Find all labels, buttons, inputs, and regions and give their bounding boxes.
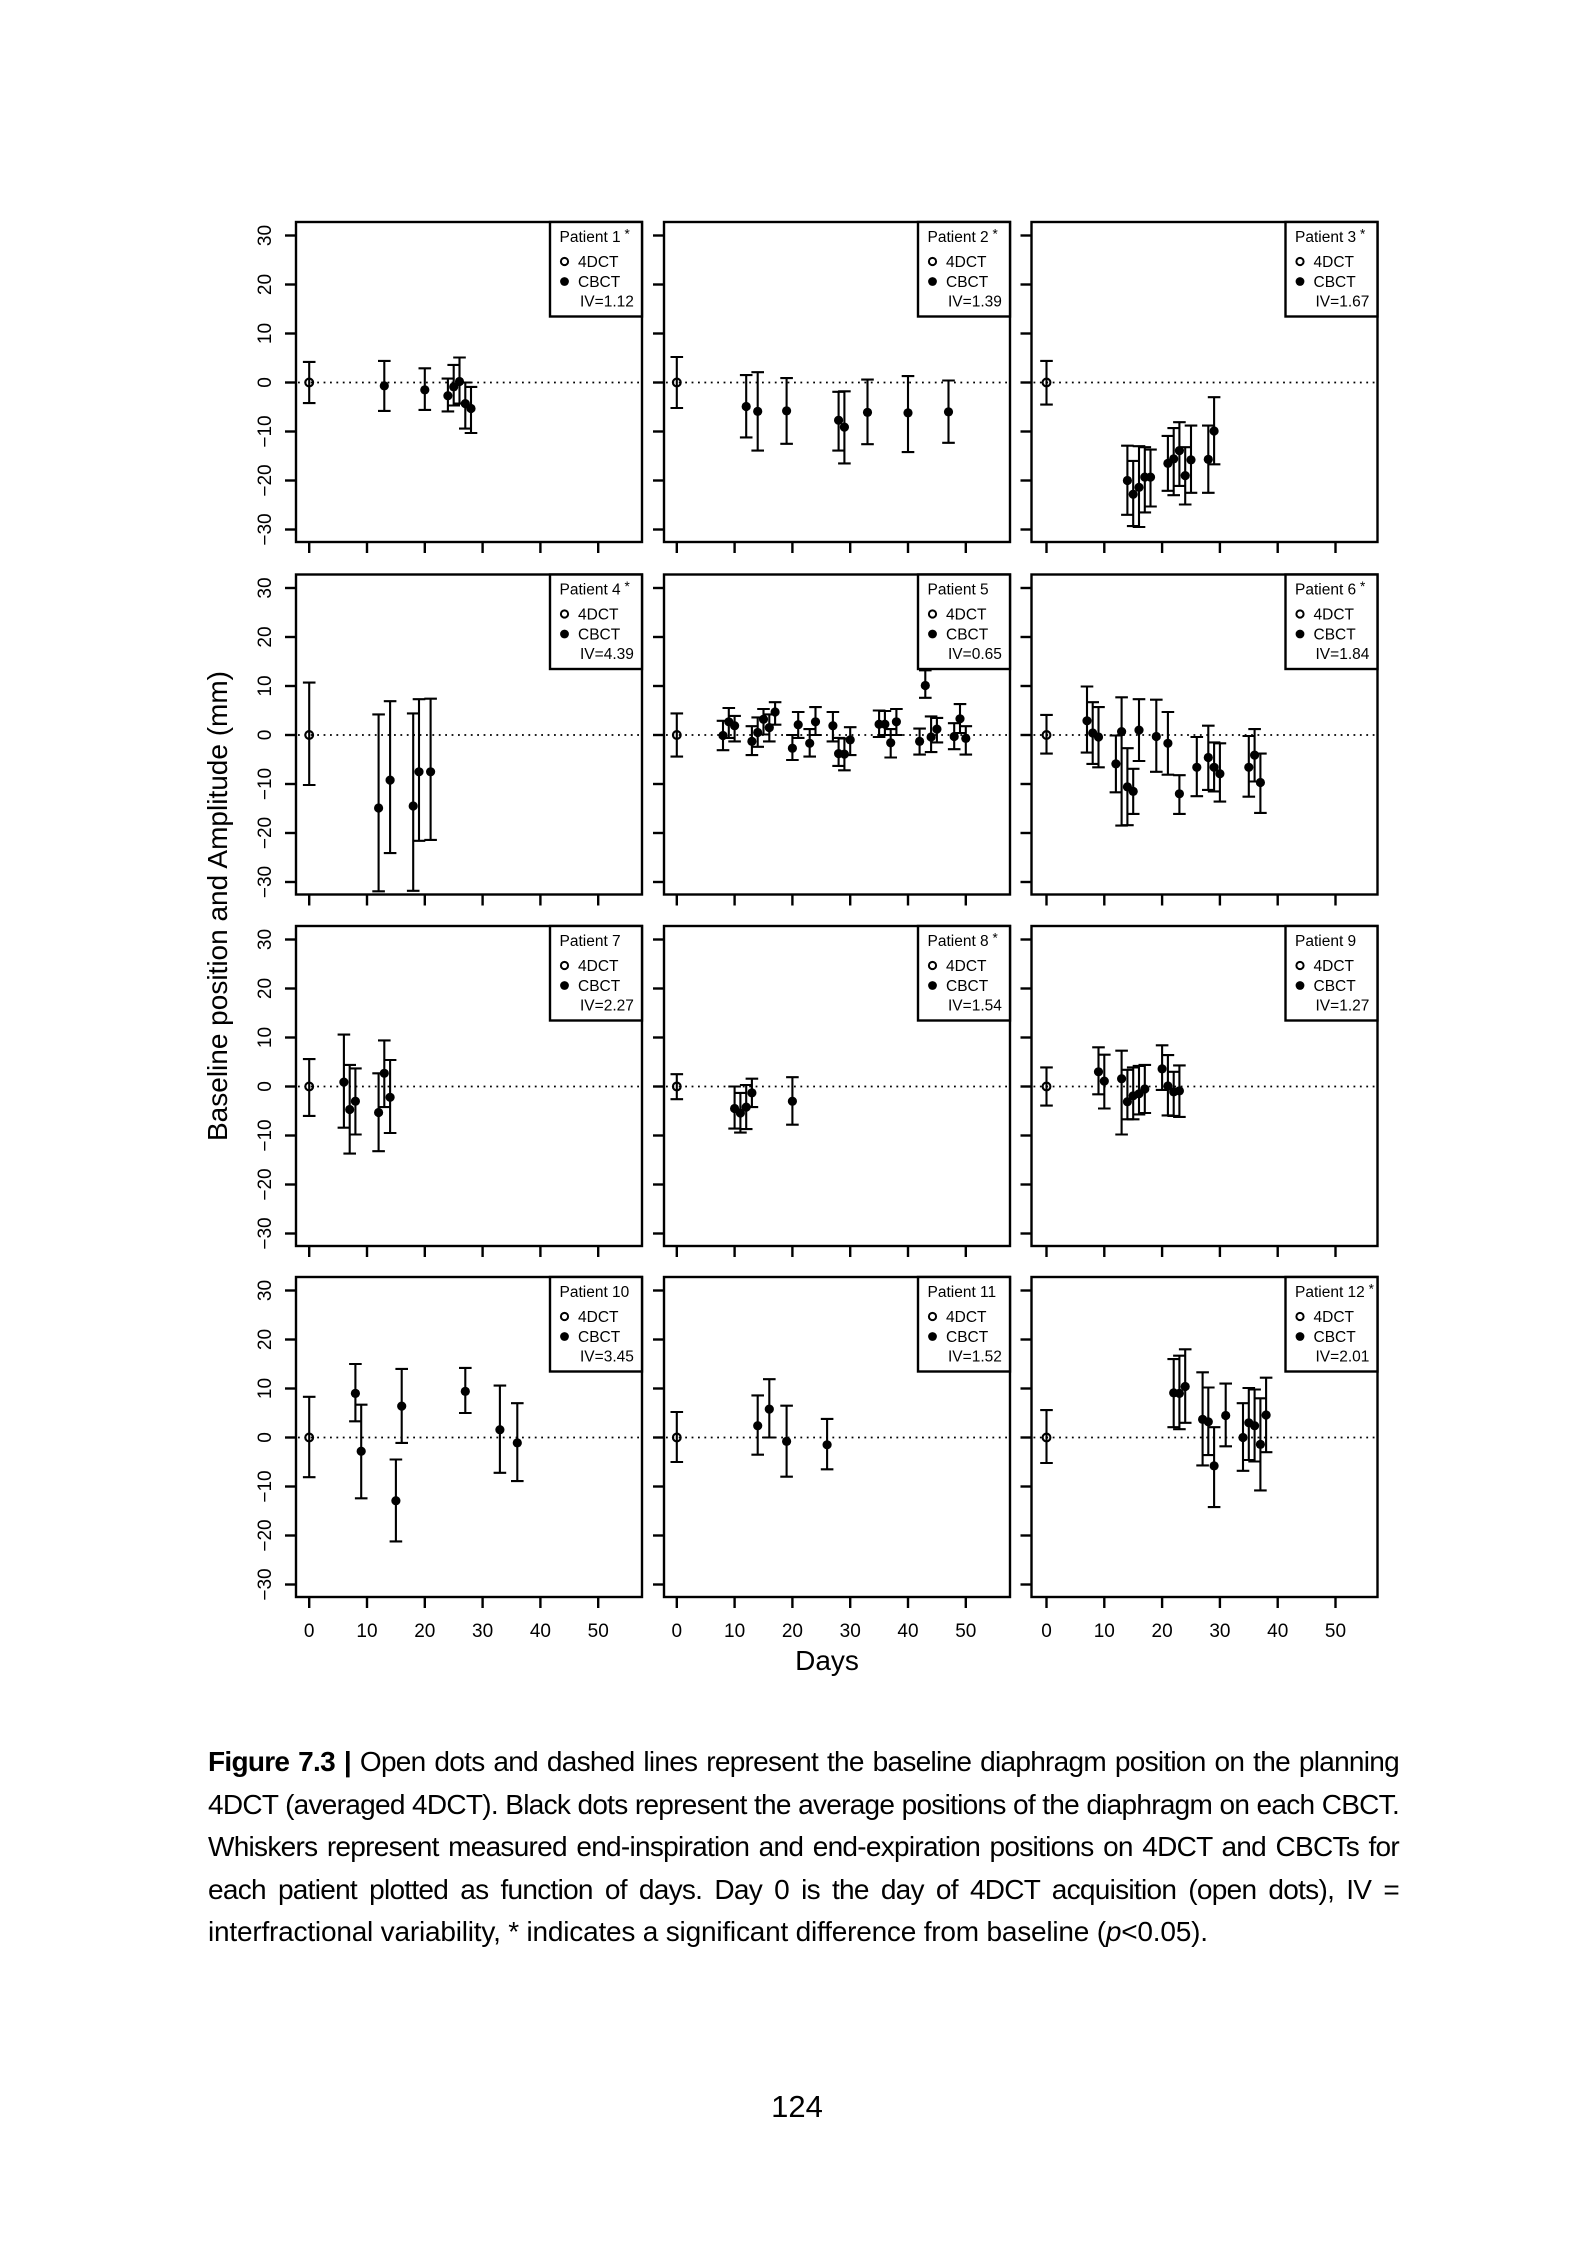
svg-text:0: 0 [304, 1621, 315, 1642]
svg-text:CBCT: CBCT [578, 1329, 621, 1346]
svg-text:CBCT: CBCT [946, 1329, 989, 1346]
svg-text:Patient 5: Patient 5 [928, 582, 989, 599]
svg-text:10: 10 [255, 675, 276, 696]
svg-text:Patient 6 *: Patient 6 * [1295, 579, 1366, 599]
svg-text:30: 30 [255, 929, 276, 950]
svg-text:10: 10 [255, 1027, 276, 1048]
svg-text:0: 0 [672, 1621, 683, 1642]
svg-text:Patient 4 *: Patient 4 * [560, 579, 631, 599]
svg-text:4DCT: 4DCT [578, 254, 619, 271]
svg-text:IV=1.12: IV=1.12 [580, 294, 634, 311]
svg-text:4DCT: 4DCT [1314, 607, 1355, 624]
svg-text:30: 30 [1209, 1621, 1230, 1642]
svg-text:0: 0 [255, 377, 276, 388]
svg-text:50: 50 [1325, 1621, 1346, 1642]
svg-text:10: 10 [724, 1621, 745, 1642]
svg-text:Patient 8 *: Patient 8 * [928, 931, 999, 951]
svg-text:−20: −20 [255, 1168, 276, 1200]
svg-text:−10: −10 [255, 415, 276, 447]
svg-text:10: 10 [255, 1378, 276, 1399]
svg-text:−20: −20 [255, 1519, 276, 1551]
svg-text:40: 40 [530, 1621, 551, 1642]
svg-text:−30: −30 [255, 1568, 276, 1600]
svg-text:Baseline position and Amplitud: Baseline position and Amplitude (mm) [202, 671, 233, 1141]
svg-text:IV=1.27: IV=1.27 [1316, 998, 1370, 1015]
svg-text:−30: −30 [255, 513, 276, 545]
svg-text:20: 20 [782, 1621, 803, 1642]
svg-text:40: 40 [1267, 1621, 1288, 1642]
svg-text:IV=1.67: IV=1.67 [1316, 294, 1370, 311]
svg-text:−20: −20 [255, 464, 276, 496]
svg-text:4DCT: 4DCT [578, 1309, 619, 1326]
svg-text:0: 0 [255, 1432, 276, 1443]
svg-text:20: 20 [255, 1329, 276, 1350]
svg-text:−30: −30 [255, 866, 276, 898]
svg-text:CBCT: CBCT [946, 274, 989, 291]
svg-text:4DCT: 4DCT [1314, 1309, 1355, 1326]
svg-text:Patient 9: Patient 9 [1295, 933, 1356, 950]
svg-text:4DCT: 4DCT [946, 958, 987, 975]
svg-text:0: 0 [1041, 1621, 1052, 1642]
svg-text:CBCT: CBCT [578, 627, 621, 644]
svg-text:50: 50 [588, 1621, 609, 1642]
svg-text:30: 30 [255, 577, 276, 598]
svg-text:−20: −20 [255, 817, 276, 849]
svg-text:20: 20 [1152, 1621, 1173, 1642]
svg-text:CBCT: CBCT [1314, 1329, 1357, 1346]
svg-text:IV=4.39: IV=4.39 [580, 646, 634, 663]
svg-text:CBCT: CBCT [946, 627, 989, 644]
svg-text:30: 30 [472, 1621, 493, 1642]
svg-text:Patient 7: Patient 7 [560, 933, 621, 950]
svg-text:30: 30 [255, 1280, 276, 1301]
svg-text:0: 0 [255, 730, 276, 741]
svg-text:IV=2.01: IV=2.01 [1316, 1349, 1370, 1366]
svg-text:IV=1.54: IV=1.54 [948, 998, 1002, 1015]
svg-text:40: 40 [897, 1621, 918, 1642]
svg-text:Patient 1 *: Patient 1 * [560, 227, 631, 247]
svg-text:Patient 3 *: Patient 3 * [1295, 227, 1366, 247]
svg-text:IV=2.27: IV=2.27 [580, 998, 634, 1015]
svg-text:−30: −30 [255, 1217, 276, 1249]
svg-text:IV=1.39: IV=1.39 [948, 294, 1002, 311]
svg-text:Patient 10: Patient 10 [560, 1284, 630, 1301]
svg-text:50: 50 [955, 1621, 976, 1642]
svg-text:CBCT: CBCT [1314, 274, 1357, 291]
svg-text:20: 20 [255, 274, 276, 295]
svg-text:4DCT: 4DCT [578, 958, 619, 975]
svg-text:IV=1.52: IV=1.52 [948, 1349, 1002, 1366]
svg-text:10: 10 [255, 323, 276, 344]
svg-text:4DCT: 4DCT [946, 1309, 987, 1326]
svg-text:CBCT: CBCT [1314, 978, 1357, 995]
svg-text:IV=3.45: IV=3.45 [580, 1349, 634, 1366]
svg-text:CBCT: CBCT [946, 978, 989, 995]
svg-text:CBCT: CBCT [1314, 627, 1357, 644]
svg-text:CBCT: CBCT [578, 978, 621, 995]
svg-text:Days: Days [795, 1645, 859, 1676]
svg-text:IV=1.84: IV=1.84 [1316, 646, 1370, 663]
svg-text:Patient 12 *: Patient 12 * [1295, 1282, 1375, 1302]
svg-text:CBCT: CBCT [578, 274, 621, 291]
svg-text:10: 10 [356, 1621, 377, 1642]
svg-text:Patient 2 *: Patient 2 * [928, 227, 999, 247]
svg-text:4DCT: 4DCT [578, 607, 619, 624]
svg-text:−10: −10 [255, 1119, 276, 1151]
svg-text:−10: −10 [255, 1470, 276, 1502]
svg-text:4DCT: 4DCT [946, 254, 987, 271]
svg-text:20: 20 [255, 978, 276, 999]
svg-text:Patient 11: Patient 11 [928, 1284, 997, 1301]
svg-text:−10: −10 [255, 768, 276, 800]
svg-text:0: 0 [255, 1081, 276, 1092]
svg-text:4DCT: 4DCT [1314, 958, 1355, 975]
svg-text:20: 20 [255, 626, 276, 647]
svg-text:20: 20 [414, 1621, 435, 1642]
svg-text:30: 30 [255, 225, 276, 246]
svg-text:10: 10 [1094, 1621, 1115, 1642]
svg-text:IV=0.65: IV=0.65 [948, 646, 1002, 663]
svg-text:4DCT: 4DCT [1314, 254, 1355, 271]
svg-text:30: 30 [840, 1621, 861, 1642]
svg-text:4DCT: 4DCT [946, 607, 987, 624]
